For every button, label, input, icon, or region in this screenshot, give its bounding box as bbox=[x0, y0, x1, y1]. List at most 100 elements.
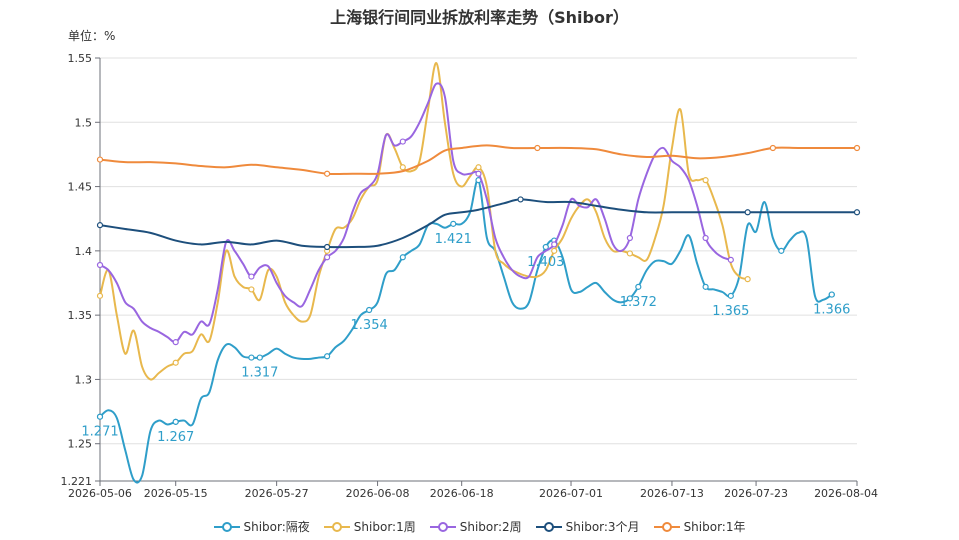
data-label: 1.365 bbox=[712, 304, 749, 319]
legend-label: Shibor:隔夜 bbox=[243, 520, 310, 534]
x-tick-label: 2026-06-18 bbox=[430, 487, 494, 500]
x-tick-label: 2026-06-08 bbox=[346, 487, 410, 500]
series-point bbox=[727, 256, 734, 263]
x-tick-label: 2026-05-15 bbox=[144, 487, 208, 500]
series-point bbox=[324, 243, 331, 251]
series-point bbox=[248, 273, 255, 280]
y-tick-label: 1.25 bbox=[68, 438, 93, 451]
legend-item-3m[interactable]: Shibor:3个月 bbox=[535, 518, 640, 535]
legend-label: Shibor:1周 bbox=[353, 520, 416, 534]
x-tick-label: 2026-08-04 bbox=[814, 487, 878, 500]
series-point bbox=[626, 234, 634, 242]
series-point bbox=[635, 283, 642, 290]
legend-label: Shibor:3个月 bbox=[565, 520, 640, 534]
data-label: 1.267 bbox=[157, 430, 194, 445]
legend-item-overnight[interactable]: Shibor:隔夜 bbox=[213, 518, 310, 535]
series-point bbox=[542, 243, 549, 251]
series-point bbox=[702, 177, 709, 184]
series-point bbox=[96, 292, 104, 299]
series-point bbox=[702, 234, 709, 242]
legend-swatch-icon bbox=[213, 521, 240, 532]
series-point bbox=[324, 353, 331, 360]
series-point bbox=[551, 241, 558, 248]
data-label: 1.366 bbox=[813, 303, 850, 318]
legend-item-2w[interactable]: Shibor:2周 bbox=[429, 518, 522, 535]
y-tick-label: 1.4 bbox=[75, 245, 93, 258]
legend-swatch-icon bbox=[323, 521, 350, 532]
x-tick-label: 2026-07-23 bbox=[724, 487, 788, 500]
series-point bbox=[256, 354, 263, 361]
series-point bbox=[399, 138, 406, 145]
series-point bbox=[727, 292, 734, 299]
series-point bbox=[534, 144, 541, 152]
series-point bbox=[475, 164, 482, 171]
series-point bbox=[778, 247, 785, 254]
series-point bbox=[399, 164, 406, 171]
series-point bbox=[324, 254, 331, 261]
legend-item-1w[interactable]: Shibor:1周 bbox=[323, 518, 416, 535]
y-tick-label: 1.5 bbox=[75, 116, 93, 129]
legend-label: Shibor:2周 bbox=[459, 520, 522, 534]
series-point bbox=[248, 286, 255, 293]
chart-title: 上海银行间同业拆放利率走势（Shibor） bbox=[330, 8, 629, 27]
series-point bbox=[551, 247, 558, 254]
series-point bbox=[626, 295, 634, 302]
series-group bbox=[96, 62, 861, 484]
series-line-2 bbox=[99, 82, 732, 344]
data-label: 1.421 bbox=[435, 232, 472, 247]
legend-item-1y[interactable]: Shibor:1年 bbox=[653, 518, 746, 535]
series-point bbox=[853, 209, 861, 216]
series-point bbox=[172, 418, 179, 425]
series-point bbox=[702, 283, 709, 290]
y-tick-label: 1.55 bbox=[68, 52, 93, 65]
series-line-3 bbox=[99, 198, 857, 249]
swatch-dot bbox=[221, 521, 232, 532]
data-label: 1.317 bbox=[241, 366, 278, 381]
x-tick-label: 2026-05-06 bbox=[68, 487, 132, 500]
series-line-4 bbox=[99, 144, 857, 175]
series-line-1 bbox=[99, 62, 748, 381]
series-point bbox=[853, 144, 861, 152]
series-point bbox=[172, 359, 179, 366]
series-point bbox=[366, 306, 373, 314]
series-point bbox=[475, 170, 482, 177]
x-tick-label: 2026-05-27 bbox=[245, 487, 309, 500]
legend-label: Shibor:1年 bbox=[683, 520, 746, 534]
y-tick-label: 1.45 bbox=[68, 181, 93, 194]
series-point bbox=[769, 144, 776, 152]
swatch-dot bbox=[661, 521, 672, 532]
legend: Shibor:隔夜 Shibor:1周 Shibor:2周 Shibor:3个月… bbox=[0, 518, 959, 535]
legend-swatch-icon bbox=[429, 521, 456, 532]
y-tick-label: 1.35 bbox=[68, 309, 93, 322]
x-tick-label: 2026-07-01 bbox=[539, 487, 603, 500]
swatch-dot bbox=[437, 521, 448, 532]
series-point bbox=[172, 339, 179, 346]
series-point bbox=[626, 250, 634, 257]
series-point bbox=[399, 254, 406, 261]
series-point bbox=[248, 354, 255, 361]
data-labels: 1.271 1.267 1.317 1.354 1.421 1.403 1.372 1.365… bbox=[81, 232, 850, 445]
data-label: 1.354 bbox=[351, 318, 388, 333]
series-point bbox=[744, 276, 751, 283]
legend-swatch-icon bbox=[535, 521, 562, 532]
swatch-dot bbox=[543, 521, 554, 532]
series-point bbox=[517, 196, 524, 203]
series-point bbox=[96, 413, 104, 420]
series-point bbox=[96, 156, 104, 163]
data-label: 1.271 bbox=[81, 425, 118, 440]
series-point bbox=[744, 209, 751, 216]
series-point bbox=[96, 261, 104, 269]
axes: 1.221 1.25 1.3 1.35 1.4 1.45 1.5 1.55 2026-05-06… bbox=[61, 52, 879, 500]
x-tick-label: 2026-07-13 bbox=[640, 487, 704, 500]
grid-lines bbox=[100, 57, 857, 445]
data-label: 1.372 bbox=[620, 295, 657, 310]
swatch-dot bbox=[331, 521, 342, 532]
series-point bbox=[96, 222, 104, 229]
data-label: 1.403 bbox=[527, 255, 564, 270]
series-line-0 bbox=[99, 178, 833, 484]
series-point bbox=[828, 291, 835, 298]
y-tick-label: 1.221 bbox=[61, 475, 93, 488]
y-axis-unit: 单位：% bbox=[68, 29, 116, 43]
legend-swatch-icon bbox=[653, 521, 680, 532]
